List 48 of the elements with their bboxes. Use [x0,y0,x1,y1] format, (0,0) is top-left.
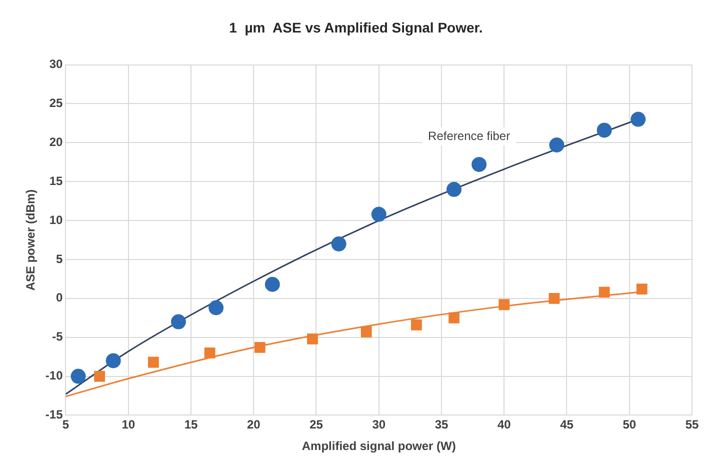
x-axis-title: Amplified signal power (W) [302,439,456,454]
point [331,236,346,252]
x-tick-label: 15 [184,418,198,432]
y-tick-label: -10 [45,368,64,383]
point [446,182,462,197]
x-tick-label: 45 [560,418,574,432]
point [636,284,648,295]
x-tick-label: 25 [310,418,324,432]
x-tick-label: 55 [685,418,699,432]
point [448,312,460,324]
point [630,112,646,127]
point [596,122,612,138]
point [264,276,280,292]
point [208,300,224,316]
y-tick-label: 25 [49,96,64,110]
point [70,368,86,384]
point [106,353,121,368]
point [598,286,610,298]
x-tick-label: 50 [622,418,636,432]
point [360,326,372,338]
x-tick-label: 35 [434,418,448,432]
point [148,356,159,368]
point [411,319,422,330]
x-tick-label: 20 [246,418,261,432]
series-label: Reference fiber [428,128,510,143]
y-tick-label: 0 [56,290,64,305]
point [307,333,318,344]
point [371,206,386,222]
x-tick-label: 40 [497,418,512,432]
y-tick-label: 5 [56,252,64,266]
point [472,156,487,172]
point [549,138,564,153]
y-tick-label: -15 [45,408,64,422]
point [548,292,560,304]
x-tick-label: 30 [372,418,386,432]
point [498,299,510,310]
y-tick-label: 15 [49,174,64,188]
y-tick-label: -5 [52,330,64,344]
point [170,314,186,330]
y-tick-label: 20 [49,134,64,149]
chart-title: 1 µm ASE vs Amplified Signal Power. [229,19,483,36]
y-tick-label: 30 [49,57,64,72]
point [94,370,106,382]
point [254,342,266,353]
y-tick-label: 10 [49,212,64,227]
y-axis-title: ASE power (dBm) [24,189,38,291]
x-tick-label: 10 [122,418,136,432]
point [204,347,216,358]
